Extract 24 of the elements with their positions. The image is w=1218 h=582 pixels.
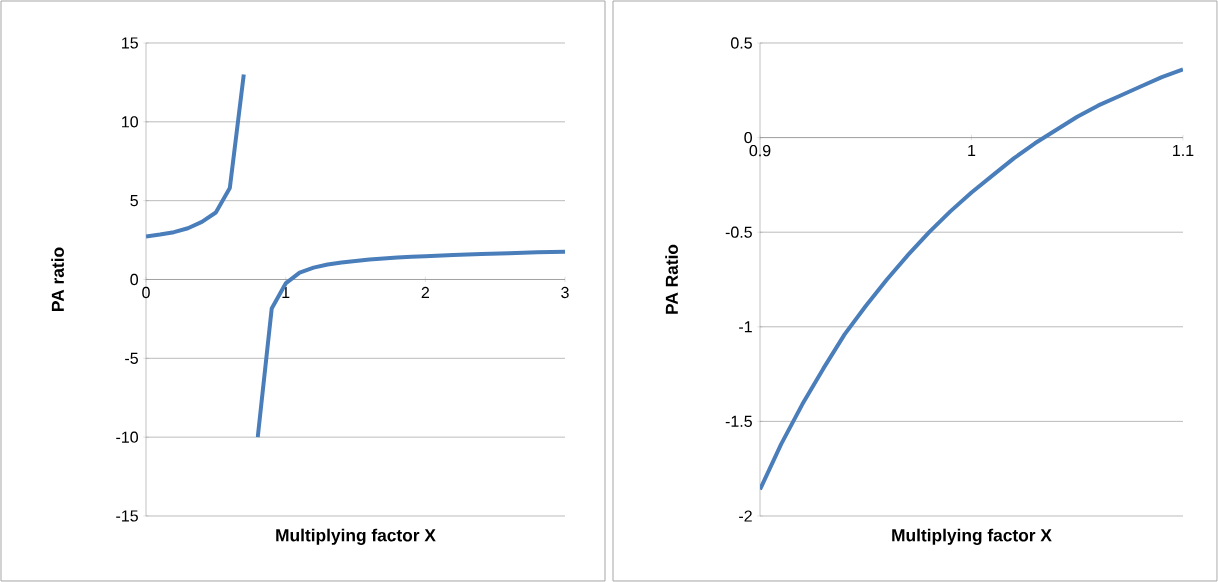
y-tick-label: 15 xyxy=(122,37,138,49)
y-tick-label: 10 xyxy=(122,116,139,128)
x-tick-label: 0 xyxy=(142,286,150,299)
x-tick-label: 3 xyxy=(561,286,569,299)
y-axis-title: PA ratio xyxy=(51,247,64,311)
y-tick-label: 0 xyxy=(130,273,139,286)
y-tick-label: 0.5 xyxy=(731,37,752,49)
y-tick-label: 5 xyxy=(130,195,138,207)
x-tick-label: 0.9 xyxy=(749,144,771,157)
x-tick-label: 2 xyxy=(421,286,429,299)
y-tick-label: -1 xyxy=(739,321,752,333)
x-tick-label: 1 xyxy=(968,144,976,156)
y-tick-label: -10 xyxy=(116,431,139,443)
y-tick-label: -15 xyxy=(116,510,138,522)
y-tick-label: -0.5 xyxy=(725,226,752,238)
y-tick-label: -1.5 xyxy=(725,415,752,427)
y-tick-label: -5 xyxy=(125,352,138,364)
x-axis-title: Multiplying factor X xyxy=(276,528,436,545)
line-series xyxy=(146,72,246,239)
y-tick-label: 0 xyxy=(744,131,753,144)
x-tick-label: 1.1 xyxy=(1173,144,1194,156)
y-tick-label: -2 xyxy=(739,510,752,522)
y-axis-title: PA Ratio xyxy=(665,244,678,314)
x-axis-title: Multiplying factor X xyxy=(892,528,1052,545)
